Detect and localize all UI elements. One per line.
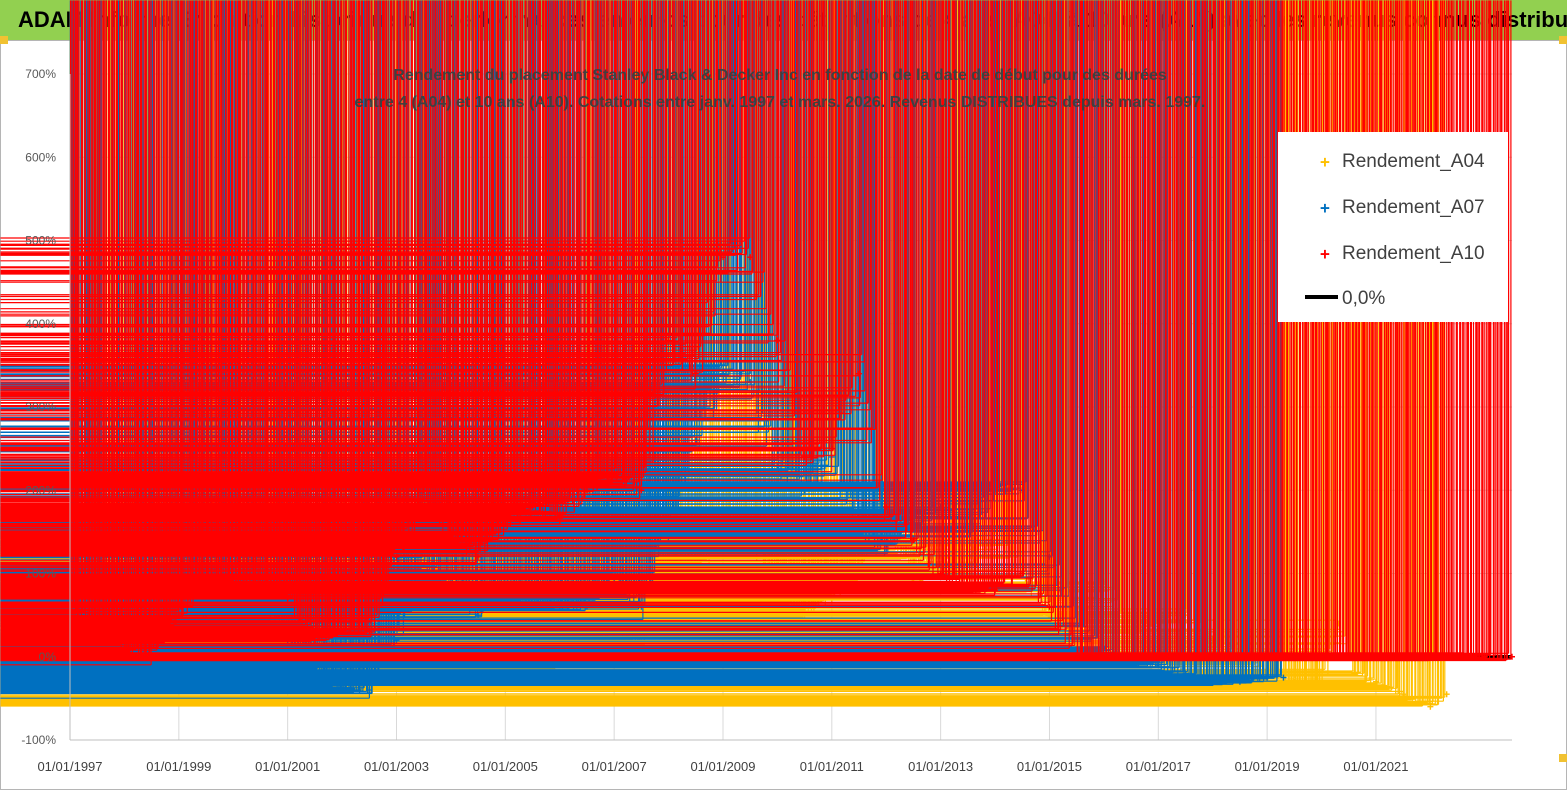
legend-label-zero: 0,0% <box>1342 288 1385 309</box>
corner-marker-bottom-right <box>1559 754 1567 762</box>
legend-label-a10: Rendement_A10 <box>1342 243 1485 264</box>
x-tick-label: 01/01/2003 <box>364 759 429 774</box>
x-tick-label: 01/01/2017 <box>1126 759 1191 774</box>
legend-label-a07: Rendement_A07 <box>1342 197 1485 218</box>
data-point <box>1280 674 1287 681</box>
x-tick-label: 01/01/2013 <box>908 759 973 774</box>
legend: + Rendement_A04 + Rendement_A07 + Rendem… <box>1278 132 1508 322</box>
x-tick-label: 01/01/1999 <box>146 759 211 774</box>
legend-marker-a10: + <box>1320 244 1330 263</box>
x-tick-label: 01/01/2007 <box>582 759 647 774</box>
legend-marker-a07: + <box>1320 198 1330 217</box>
y-tick-label: 100% <box>25 567 56 581</box>
x-tick-label: 01/01/2009 <box>690 759 755 774</box>
legend-box <box>1278 132 1508 322</box>
scatter-cloud <box>0 0 1512 666</box>
chart-title-line-1: Rendement du placement Stanley Black & D… <box>393 67 1167 84</box>
x-tick-label: 01/01/2001 <box>255 759 320 774</box>
y-tick-label: 0% <box>39 650 57 664</box>
y-tick-label: 500% <box>25 234 56 248</box>
x-tick-label: 01/01/2021 <box>1343 759 1408 774</box>
chart-title-line-2: entre 4 (A04) et 10 ans (A10). Cotations… <box>355 94 1206 111</box>
x-tick-label: 01/01/2011 <box>800 759 864 774</box>
x-tick-label: 01/01/2015 <box>1017 759 1082 774</box>
y-tick-label: -100% <box>21 733 56 747</box>
x-tick-label: 01/01/1997 <box>37 759 102 774</box>
x-tick-label: 01/01/2019 <box>1235 759 1300 774</box>
corner-marker-top-left <box>0 36 8 44</box>
axis-layer: -100% 0% 100% 200% 300% 400% 500% 600% 700% 01/01… <box>21 67 1512 774</box>
y-tick-label: 200% <box>25 483 56 497</box>
corner-marker-top-right <box>1559 36 1567 44</box>
y-tick-label: 300% <box>25 400 56 414</box>
y-tick-label: 600% <box>25 150 56 164</box>
series-rendement-a10 <box>0 0 1515 666</box>
legend-marker-a04: + <box>1320 152 1330 171</box>
y-tick-label: 400% <box>25 317 56 331</box>
legend-label-a04: Rendement_A04 <box>1342 151 1485 172</box>
points-layer <box>0 0 1515 710</box>
y-tick-label: 700% <box>25 67 56 81</box>
x-tick-label: 01/01/2005 <box>473 759 538 774</box>
data-point <box>1509 653 1515 660</box>
